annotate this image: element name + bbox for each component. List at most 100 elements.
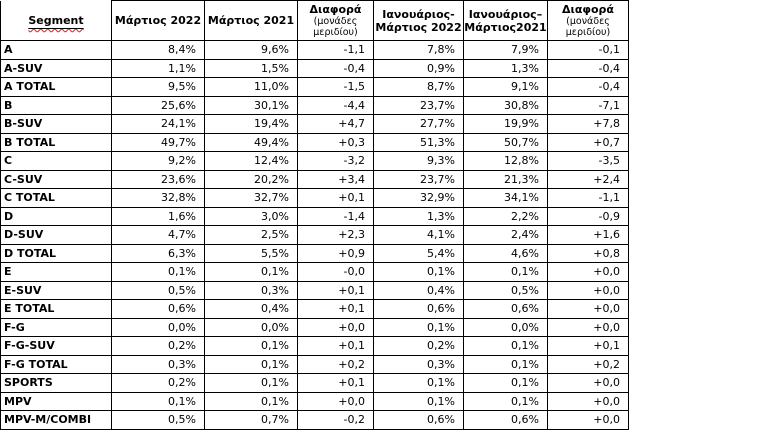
value-cell: 23,7%: [373, 169, 464, 189]
value-cell: 0,0%: [204, 317, 298, 337]
value-cell: 8,7%: [373, 77, 464, 97]
value-cell: 2,5%: [204, 225, 298, 245]
table-row: A TOTAL 9,5% 11,0% -1,5 8,7% 9,1% -0,4: [0, 77, 629, 97]
value-cell: +0,0: [547, 262, 629, 282]
table-row: MPV-M/COMBI 0,5% 0,7% -0,2 0,6% 0,6% +0,0: [0, 410, 629, 430]
column-header-label: Ιανουάριος-: [382, 7, 455, 21]
table-row: A 8,4% 9,6% -1,1 7,8% 7,9% -0,1: [0, 40, 629, 60]
value-cell: 51,3%: [373, 132, 464, 152]
column-header-label: Μάρτιος 2021: [207, 14, 295, 27]
value-cell: +0,8: [547, 243, 629, 263]
value-cell: 0,1%: [204, 262, 298, 282]
value-cell: -3,2: [297, 151, 374, 171]
value-cell: +0,9: [297, 243, 374, 263]
value-cell: +0,3: [297, 132, 374, 152]
value-cell: -3,5: [547, 151, 629, 171]
table-row: B-SUV 24,1% 19,4% +4,7 27,7% 19,9% +7,8: [0, 114, 629, 134]
segment-cell: E TOTAL: [0, 299, 112, 319]
value-cell: 0,1%: [373, 391, 464, 411]
column-header-jan-march-2022: Ιανουάριος- Μάρτιος 2022: [373, 0, 464, 41]
value-cell: 0,1%: [463, 373, 548, 393]
value-cell: -0,2: [297, 410, 374, 430]
value-cell: -0,4: [547, 77, 629, 97]
value-cell: -4,4: [297, 95, 374, 115]
value-cell: 1,6%: [111, 206, 205, 226]
value-cell: 0,1%: [111, 391, 205, 411]
value-cell: 0,2%: [111, 336, 205, 356]
value-cell: 0,2%: [373, 336, 464, 356]
value-cell: 0,3%: [204, 280, 298, 300]
value-cell: +2,4: [547, 169, 629, 189]
value-cell: -1,4: [297, 206, 374, 226]
segment-cell: F-G TOTAL: [0, 354, 112, 374]
value-cell: 0,1%: [204, 373, 298, 393]
value-cell: 30,8%: [463, 95, 548, 115]
table-row: D-SUV 4,7% 2,5% +2,3 4,1% 2,4% +1,6: [0, 225, 629, 245]
table-row: C 9,2% 12,4% -3,2 9,3% 12,8% -3,5: [0, 151, 629, 171]
value-cell: 0,1%: [463, 262, 548, 282]
value-cell: 4,7%: [111, 225, 205, 245]
value-cell: 0,1%: [463, 354, 548, 374]
segment-cell: E: [0, 262, 112, 282]
column-header-sublabel: (μονάδες μεριδίου): [313, 15, 358, 39]
value-cell: 9,1%: [463, 77, 548, 97]
table-row: D TOTAL 6,3% 5,5% +0,9 5,4% 4,6% +0,8: [0, 243, 629, 263]
segment-cell: C: [0, 151, 112, 171]
value-cell: -0,0: [297, 262, 374, 282]
table-row: C TOTAL 32,8% 32,7% +0,1 32,9% 34,1% -1,1: [0, 188, 629, 208]
segment-cell: A-SUV: [0, 58, 112, 78]
column-header-label: Διαφορά: [309, 2, 362, 16]
value-cell: +2,3: [297, 225, 374, 245]
value-cell: 0,6%: [111, 299, 205, 319]
value-cell: 32,9%: [373, 188, 464, 208]
table-row: B TOTAL 49,7% 49,4% +0,3 51,3% 50,7% +0,7: [0, 132, 629, 152]
value-cell: -0,4: [547, 58, 629, 78]
column-header-segment-label: Segment: [28, 13, 84, 27]
value-cell: +0,0: [547, 280, 629, 300]
value-cell: 21,3%: [463, 169, 548, 189]
value-cell: 0,9%: [373, 58, 464, 78]
table-row: F-G TOTAL 0,3% 0,1% +0,2 0,3% 0,1% +0,2: [0, 354, 629, 374]
value-cell: 9,6%: [204, 40, 298, 60]
value-cell: 32,8%: [111, 188, 205, 208]
value-cell: 24,1%: [111, 114, 205, 134]
segment-cell: E-SUV: [0, 280, 112, 300]
segment-share-table: Segment Μάρτιος 2022 Μάρτιος 2021 Διαφορ…: [0, 0, 629, 430]
value-cell: +7,8: [547, 114, 629, 134]
value-cell: 0,1%: [463, 336, 548, 356]
segment-cell: MPV: [0, 391, 112, 411]
value-cell: 0,6%: [463, 299, 548, 319]
value-cell: +0,7: [547, 132, 629, 152]
segment-cell: F-G-SUV: [0, 336, 112, 356]
value-cell: +0,2: [297, 354, 374, 374]
column-header-jan-march-2021: Ιανουάριος– Μάρτιος2021: [463, 0, 548, 41]
value-cell: 49,7%: [111, 132, 205, 152]
table-body: A 8,4% 9,6% -1,1 7,8% 7,9% -0,1 A-SUV 1,1% 1,5% -0…: [0, 40, 629, 430]
segment-cell: C TOTAL: [0, 188, 112, 208]
value-cell: 0,0%: [111, 317, 205, 337]
value-cell: 23,6%: [111, 169, 205, 189]
segment-cell: D TOTAL: [0, 243, 112, 263]
value-cell: +0,0: [547, 373, 629, 393]
value-cell: 50,7%: [463, 132, 548, 152]
value-cell: 19,4%: [204, 114, 298, 134]
value-cell: 1,5%: [204, 58, 298, 78]
value-cell: +0,0: [547, 391, 629, 411]
value-cell: -7,1: [547, 95, 629, 115]
value-cell: 0,1%: [204, 354, 298, 374]
value-cell: 4,1%: [373, 225, 464, 245]
value-cell: 0,0%: [463, 317, 548, 337]
column-header-label: Μάρτιος 2022: [114, 14, 202, 27]
value-cell: 19,9%: [463, 114, 548, 134]
value-cell: 0,6%: [373, 299, 464, 319]
value-cell: 0,1%: [373, 317, 464, 337]
value-cell: +0,0: [297, 317, 374, 337]
column-header-diff-march: Διαφορά (μονάδες μεριδίου): [297, 0, 374, 41]
value-cell: 0,1%: [111, 262, 205, 282]
value-cell: 0,1%: [204, 391, 298, 411]
value-cell: +0,1: [547, 336, 629, 356]
column-header-label-line2: Μάρτιος 2022: [375, 20, 462, 34]
table-row: E TOTAL 0,6% 0,4% +0,1 0,6% 0,6% +0,0: [0, 299, 629, 319]
value-cell: +0,1: [297, 188, 374, 208]
value-cell: 0,3%: [373, 354, 464, 374]
